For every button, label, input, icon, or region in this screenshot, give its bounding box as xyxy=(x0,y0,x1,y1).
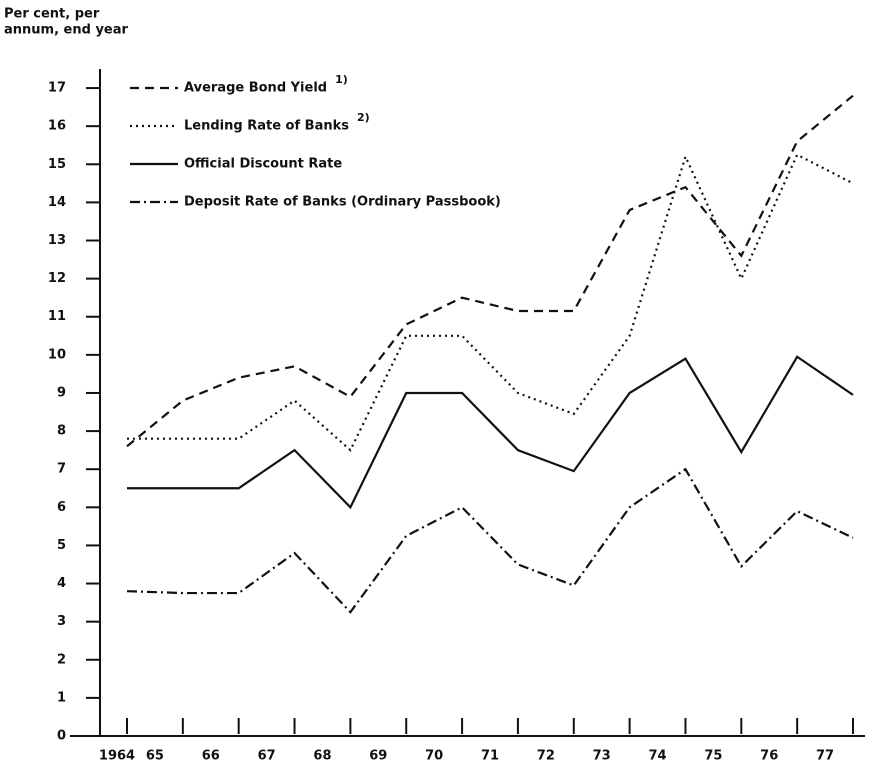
y-tick-label: 5 xyxy=(57,538,66,553)
legend-label: Average Bond Yield xyxy=(184,81,327,96)
x-tick-label: 69 xyxy=(369,749,387,764)
y-tick-label: 2 xyxy=(57,652,66,667)
y-tick-label: 17 xyxy=(48,81,66,96)
y-tick-label: 4 xyxy=(57,576,66,591)
x-tick-label: 1964 xyxy=(99,749,135,764)
y-tick-label: 16 xyxy=(48,119,66,134)
y-tick-label: 13 xyxy=(48,233,66,248)
series-line xyxy=(127,355,854,510)
x-tick-label: 70 xyxy=(425,749,443,764)
x-tick-label: 71 xyxy=(481,749,499,764)
y-tick-label: 15 xyxy=(48,157,66,172)
y-tick-label: 14 xyxy=(48,195,66,210)
legend-footnote: 2) xyxy=(357,111,370,124)
series-line xyxy=(127,153,854,452)
y-axis-label: Per cent, per xyxy=(4,7,100,22)
x-tick-label: 65 xyxy=(146,749,164,764)
y-tick-label: 7 xyxy=(57,462,66,477)
x-tick-label: 74 xyxy=(648,749,666,764)
series-line xyxy=(126,467,854,614)
y-tick-label: 12 xyxy=(48,271,66,286)
legend-label: Official Discount Rate xyxy=(184,157,342,172)
y-tick-label: 0 xyxy=(57,729,66,744)
y-tick-label: 6 xyxy=(57,500,66,515)
y-tick-label: 9 xyxy=(57,385,66,400)
x-tick-label: 72 xyxy=(537,749,555,764)
y-tick-label: 1 xyxy=(57,690,66,705)
legend-label: Deposit Rate of Banks (Ordinary Passbook… xyxy=(184,195,501,210)
x-tick-label: 68 xyxy=(313,749,331,764)
y-tick-label: 10 xyxy=(48,347,66,362)
y-axis-label: annum, end year xyxy=(4,23,129,38)
x-tick-label: 67 xyxy=(258,749,276,764)
y-tick-label: 3 xyxy=(57,614,66,629)
series-line xyxy=(126,94,854,448)
x-tick-label: 77 xyxy=(816,749,834,764)
legend-label: Lending Rate of Banks xyxy=(184,119,349,134)
x-tick-label: 76 xyxy=(760,749,778,764)
x-tick-label: 75 xyxy=(704,749,722,764)
y-tick-label: 11 xyxy=(48,309,66,324)
legend-footnote: 1) xyxy=(335,73,348,86)
y-tick-label: 8 xyxy=(57,424,66,439)
x-tick-label: 73 xyxy=(593,749,611,764)
x-tick-label: 66 xyxy=(202,749,220,764)
